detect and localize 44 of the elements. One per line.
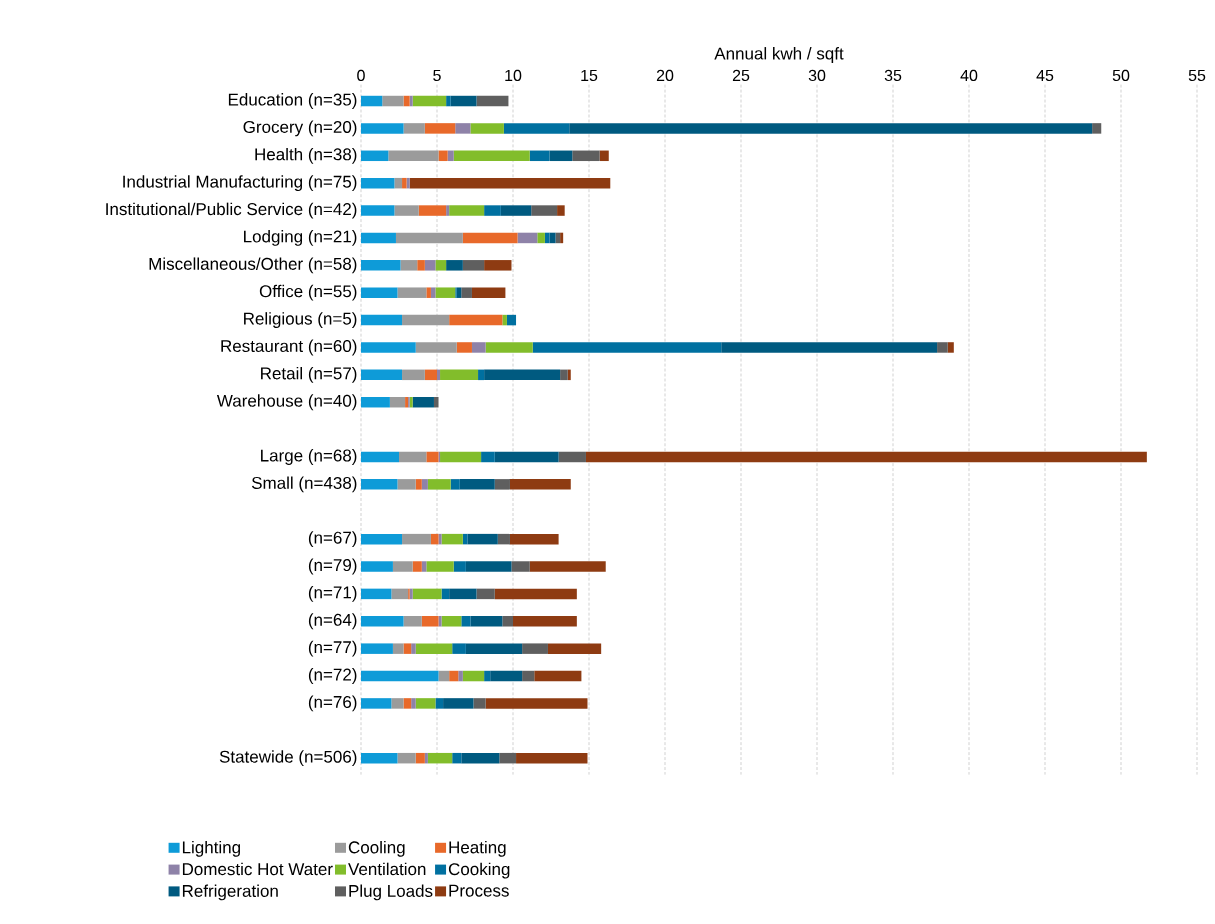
x-axis-title: Annual kwh / sqft xyxy=(714,47,844,63)
legend-label: Refrigeration xyxy=(182,884,278,901)
y-tick-label: Large (n=68) xyxy=(261,449,357,465)
legend-label: Ventilation xyxy=(348,862,426,876)
legend-label: Cooking xyxy=(448,862,510,879)
y-tick-label: Retail (n=57) xyxy=(261,366,357,383)
x-tick-label: 20 xyxy=(656,69,674,82)
y-tick-label: (n=67) xyxy=(308,531,357,548)
y-tick-label: Religious (n=5) xyxy=(244,312,357,329)
x-tick-label: 5 xyxy=(433,69,441,82)
legend-label: Process xyxy=(449,884,509,897)
y-tick-label: (n=71) xyxy=(308,585,357,602)
x-tick-label: 0 xyxy=(357,69,365,82)
y-tick-label: Industrial Manufacturing (n=75) xyxy=(123,175,357,192)
legend-label: Plug Loads xyxy=(349,884,433,901)
legend-label: Cooling xyxy=(348,840,405,857)
y-tick-label: Small (n=438) xyxy=(251,476,357,493)
legend-label: Heating xyxy=(449,840,506,857)
legend-label: Domestic Hot Water xyxy=(182,862,333,876)
x-tick-label: 15 xyxy=(581,69,598,82)
x-tick-label: 45 xyxy=(1036,69,1054,82)
legend-label: Lighting xyxy=(182,840,240,857)
x-tick-label: 10 xyxy=(505,69,522,82)
y-tick-label: Health (n=38) xyxy=(255,147,357,164)
y-tick-label: (n=72) xyxy=(308,668,357,684)
x-tick-label: 55 xyxy=(1188,69,1206,82)
y-tick-label: Education (n=35) xyxy=(228,93,357,109)
y-tick-label: Restaurant (n=60) xyxy=(221,339,357,356)
y-tick-label: Warehouse (n=40) xyxy=(216,394,357,411)
y-tick-label: (n=79) xyxy=(308,558,357,575)
x-tick-label: 40 xyxy=(960,69,978,82)
x-tick-label: 50 xyxy=(1112,69,1130,82)
y-tick-label: Institutional/Public Service (n=42) xyxy=(106,202,357,219)
x-tick-label: 30 xyxy=(808,69,826,82)
y-tick-label: Statewide (n=506) xyxy=(219,750,357,767)
y-tick-label: Grocery (n=20) xyxy=(243,120,357,137)
x-tick-label: 25 xyxy=(732,69,750,82)
y-tick-label: Office (n=55) xyxy=(259,284,357,301)
y-tick-label: Lodging (n=21) xyxy=(244,230,357,246)
x-tick-label: 35 xyxy=(884,69,902,82)
y-tick-label: (n=64) xyxy=(308,613,357,630)
y-tick-label: (n=77) xyxy=(308,640,357,657)
y-tick-label: (n=76) xyxy=(308,695,357,712)
y-tick-label: Miscellaneous/Other (n=58) xyxy=(149,257,357,274)
